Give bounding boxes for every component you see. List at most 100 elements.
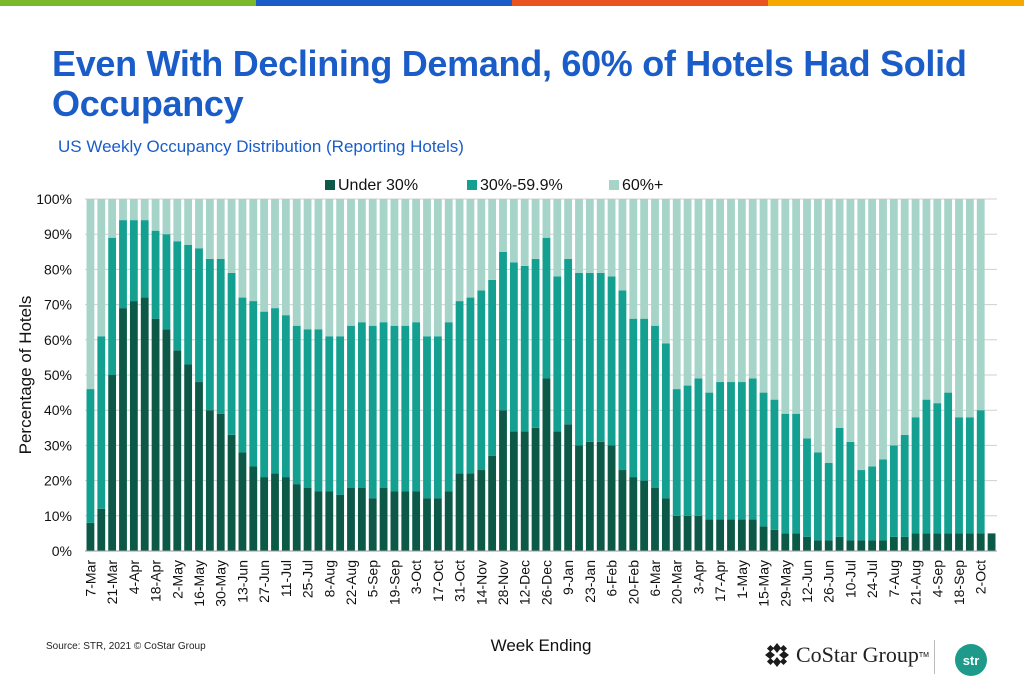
x-tick-label: 21-Mar	[104, 560, 120, 605]
bar-segment-30-59	[184, 244, 193, 365]
bar-segment-60-plus	[911, 199, 920, 418]
bar-segment-30-59	[423, 336, 431, 499]
bar-segment-30-59	[922, 399, 931, 534]
bar-segment-30-59	[716, 382, 725, 520]
x-tick-label: 20-Mar	[669, 560, 685, 605]
bar-segment-30-59	[281, 315, 290, 478]
top-color-band	[0, 0, 1024, 6]
bar-segment-60-plus	[748, 199, 757, 379]
bar-segment-60-plus	[119, 199, 127, 221]
bar-segment-30-59	[86, 389, 95, 523]
bar-segment-30-59	[520, 265, 529, 432]
bar-segment-60-plus	[292, 199, 301, 326]
bar-segment-under-30	[531, 427, 540, 551]
bar-segment-30-59	[596, 272, 605, 442]
bar-segment-60-plus	[868, 199, 877, 467]
bar-segment-under-30	[184, 364, 193, 551]
x-tick-label: 13-Jun	[234, 560, 250, 603]
x-tick-label: 15-May	[756, 560, 772, 607]
bar-segment-under-30	[357, 487, 366, 551]
bar-segment-60-plus	[933, 199, 942, 404]
bar-segment-60-plus	[922, 199, 931, 400]
y-tick-label: 40%	[44, 402, 72, 418]
legend-swatch	[467, 180, 477, 190]
bar-segment-30-59	[651, 325, 659, 488]
bar-segment-30-59	[129, 220, 138, 302]
bar-segment-30-59	[542, 237, 551, 379]
x-tick-label: 4-Apr	[126, 560, 142, 595]
bar-segment-60-plus	[607, 199, 616, 277]
bar-segment-60-plus	[227, 199, 236, 273]
bar-segment-60-plus	[835, 199, 844, 428]
bar-segment-30-59	[499, 251, 507, 411]
bar-segment-30-59	[314, 329, 323, 492]
bar-segment-60-plus	[281, 199, 290, 316]
x-tick-label: 12-Dec	[517, 560, 533, 605]
bar-segment-under-30	[922, 533, 931, 551]
bar-segment-under-30	[423, 498, 431, 551]
bar-segment-60-plus	[813, 199, 822, 453]
x-tick-label: 8-Aug	[321, 560, 337, 597]
x-tick-label: 24-Jul	[864, 560, 880, 598]
legend-label: 60%+	[622, 177, 663, 194]
bar-segment-under-30	[564, 424, 573, 551]
bar-segment-under-30	[390, 491, 399, 551]
bar-segment-30-59	[249, 301, 258, 467]
bar-segment-30-59	[835, 427, 844, 537]
bar-segment-60-plus	[683, 199, 692, 386]
y-tick-label: 30%	[44, 437, 72, 453]
bar-segment-60-plus	[477, 199, 486, 291]
bar-segment-under-30	[781, 533, 790, 551]
bar-segment-30-59	[564, 258, 573, 425]
bar-segment-under-30	[412, 491, 421, 551]
bar-segment-under-30	[151, 318, 160, 551]
bar-segment-60-plus	[140, 199, 149, 221]
bar-segment-60-plus	[216, 199, 225, 259]
bar-segment-30-59	[824, 463, 833, 541]
y-tick-label: 70%	[44, 297, 72, 313]
bar-segment-under-30	[368, 498, 377, 551]
x-tick-label: 3-Oct	[408, 560, 424, 594]
bar-segment-60-plus	[640, 199, 649, 319]
bar-segment-60-plus	[944, 199, 953, 393]
x-tick-label: 3-Apr	[690, 560, 706, 595]
x-tick-label: 6-Feb	[604, 560, 620, 597]
bar-segment-30-59	[433, 336, 442, 499]
bar-segment-30-59	[151, 230, 160, 319]
costar-logo-text: CoStar Group	[796, 642, 919, 667]
bar-segment-under-30	[955, 533, 963, 551]
bar-segment-60-plus	[879, 199, 887, 460]
bar-segment-30-59	[412, 322, 421, 492]
bar-segment-under-30	[683, 515, 692, 551]
bar-segment-30-59	[955, 417, 963, 534]
bar-segment-under-30	[770, 529, 779, 551]
bar-segment-60-plus	[694, 199, 703, 379]
bar-segment-60-plus	[596, 199, 605, 273]
bar-segment-under-30	[976, 533, 985, 551]
bar-segment-under-30	[488, 455, 497, 551]
bar-segment-under-30	[813, 540, 822, 551]
bar-segment-under-30	[879, 540, 887, 551]
bar-segment-30-59	[629, 318, 638, 478]
bar-segment-30-59	[108, 237, 117, 375]
bar-segment-30-59	[575, 272, 583, 446]
bar-segment-30-59	[976, 410, 985, 534]
bar-segment-under-30	[607, 445, 616, 551]
bar-segment-60-plus	[379, 199, 388, 323]
bar-segment-30-59	[694, 378, 703, 516]
legend-label: Under 30%	[338, 177, 418, 194]
bar-segment-30-59	[205, 258, 214, 411]
bar-segment-60-plus	[455, 199, 464, 302]
y-axis-title: Percentage of Hotels	[16, 296, 35, 455]
bar-segment-under-30	[509, 431, 518, 551]
bar-segment-60-plus	[792, 199, 801, 414]
bar-segment-30-59	[477, 290, 486, 471]
bar-segment-under-30	[195, 382, 203, 551]
x-tick-label: 2-Oct	[973, 560, 989, 594]
bar-segment-under-30	[857, 540, 866, 551]
bar-segment-under-30	[911, 533, 920, 551]
bar-segment-60-plus	[499, 199, 507, 252]
bar-segment-60-plus	[618, 199, 627, 291]
logo-divider	[934, 640, 935, 674]
